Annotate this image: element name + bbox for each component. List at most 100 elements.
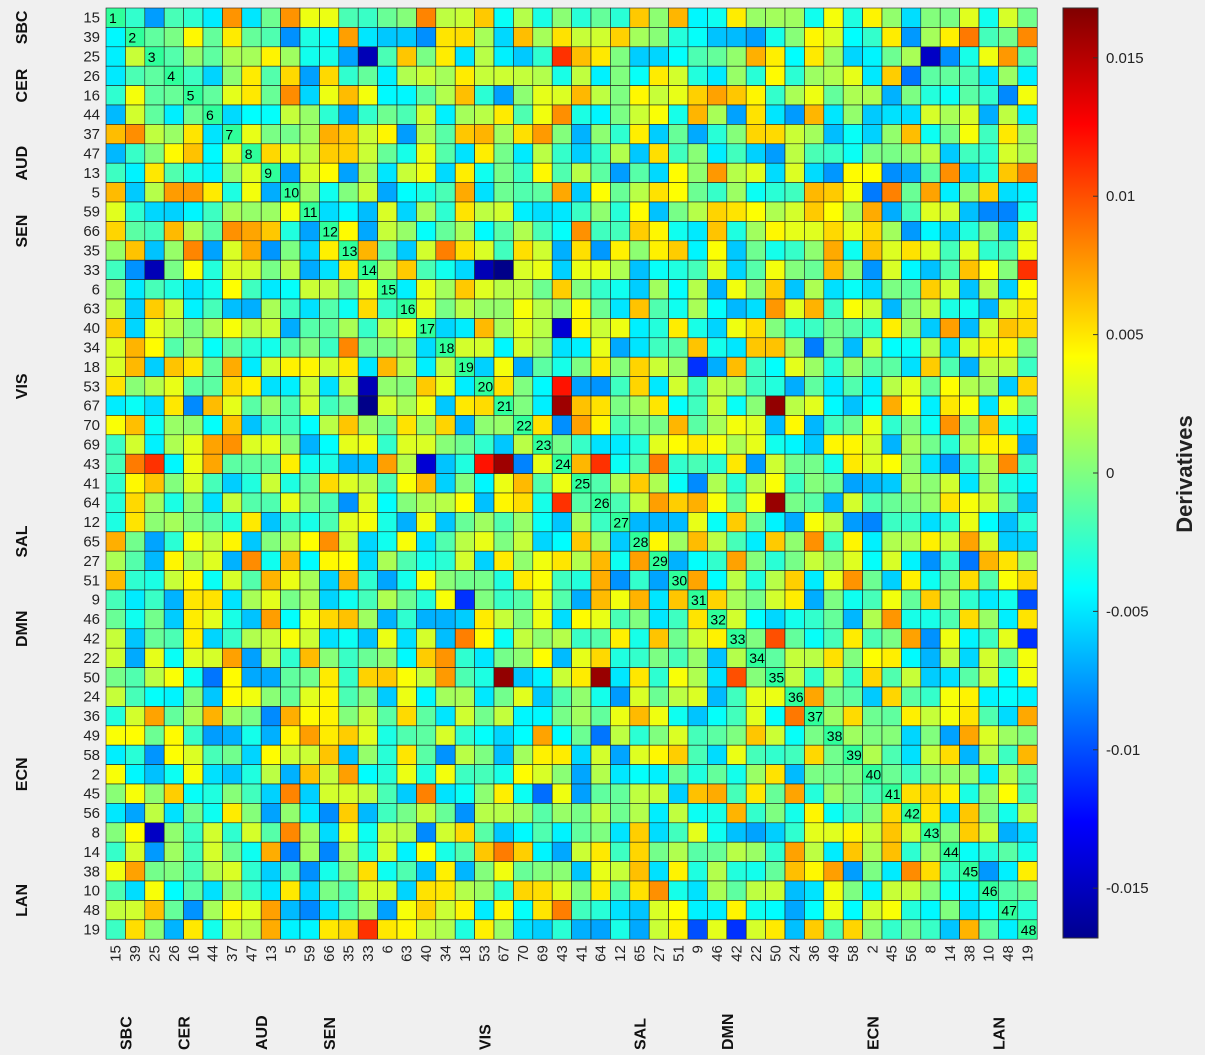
heatmap-cell	[590, 415, 611, 436]
heatmap-cell	[454, 453, 475, 474]
heatmap-cell	[610, 570, 631, 591]
heatmap-cell	[804, 124, 825, 145]
heatmap-cell	[804, 589, 825, 610]
heatmap-cell	[377, 85, 398, 106]
heatmap-cell	[377, 725, 398, 746]
heatmap-cell	[804, 434, 825, 455]
heatmap-cell	[590, 182, 611, 203]
heatmap-cell	[842, 143, 863, 164]
heatmap-cell	[590, 473, 611, 494]
heatmap-cell	[435, 473, 456, 494]
heatmap-cell	[338, 221, 359, 242]
heatmap-cell	[901, 240, 922, 261]
heatmap-cell	[338, 492, 359, 513]
heatmap-cell	[901, 337, 922, 358]
heatmap-cell	[474, 337, 495, 358]
heatmap-cell	[241, 46, 262, 67]
x-tick-label: 69	[535, 945, 552, 962]
heatmap-cell	[998, 550, 1019, 571]
heatmap-cell	[978, 46, 999, 67]
heatmap-cell	[610, 744, 631, 765]
heatmap-cell	[454, 85, 475, 106]
heatmap-cell	[551, 259, 572, 280]
heatmap-cell	[610, 647, 631, 668]
heatmap-cell	[125, 415, 146, 436]
heatmap-cell	[493, 376, 514, 397]
diagonal-label: 3	[148, 49, 156, 65]
heatmap-cell	[804, 162, 825, 183]
heatmap-cell	[105, 259, 126, 280]
heatmap-cell	[881, 531, 902, 552]
heatmap-cell	[532, 395, 553, 416]
heatmap-cell	[707, 686, 728, 707]
heatmap-cell	[319, 453, 340, 474]
heatmap-cell	[338, 434, 359, 455]
heatmap-cell	[163, 124, 184, 145]
heatmap-cell	[396, 822, 417, 843]
heatmap-cell	[551, 240, 572, 261]
heatmap-cell	[338, 298, 359, 319]
heatmap-cell	[590, 453, 611, 474]
heatmap-cell	[319, 686, 340, 707]
y-tick-label: 22	[83, 650, 100, 667]
heatmap-cell	[319, 803, 340, 824]
heatmap-cell	[629, 570, 650, 591]
heatmap-cell	[920, 415, 941, 436]
heatmap-cell	[260, 240, 281, 261]
heatmap-cell	[435, 861, 456, 882]
heatmap-cell	[765, 162, 786, 183]
heatmap-cell	[416, 473, 437, 494]
heatmap-cell	[707, 415, 728, 436]
diagonal-label: 20	[478, 379, 494, 395]
heatmap-cell	[901, 647, 922, 668]
x-tick-label: 38	[961, 945, 978, 962]
heatmap-cell	[551, 337, 572, 358]
heatmap-cell	[454, 609, 475, 630]
heatmap-cell	[319, 531, 340, 552]
heatmap-cell	[396, 453, 417, 474]
heatmap-cell	[435, 453, 456, 474]
heatmap-cell	[357, 900, 378, 921]
heatmap-cell	[804, 201, 825, 222]
heatmap-cell	[532, 85, 553, 106]
heatmap-cell	[532, 376, 553, 397]
heatmap-cell	[881, 143, 902, 164]
heatmap-cell	[338, 764, 359, 785]
colorbar-tick-label: -0.005	[1106, 603, 1149, 620]
heatmap-cell	[610, 46, 631, 67]
heatmap-cell	[862, 725, 883, 746]
diagonal-label: 19	[458, 359, 474, 375]
heatmap-cell	[474, 85, 495, 106]
heatmap-cell	[842, 570, 863, 591]
heatmap-cell	[144, 609, 165, 630]
heatmap-cell	[726, 803, 747, 824]
heatmap-cell	[551, 124, 572, 145]
heatmap-cell	[183, 531, 204, 552]
heatmap-cell	[668, 415, 689, 436]
heatmap-cell	[551, 85, 572, 106]
heatmap-cell	[105, 434, 126, 455]
heatmap-cell	[105, 143, 126, 164]
heatmap-cell	[978, 453, 999, 474]
heatmap-cell	[920, 706, 941, 727]
heatmap-cell	[241, 803, 262, 824]
heatmap-cell	[959, 803, 980, 824]
heatmap-cell	[707, 182, 728, 203]
heatmap-cell	[920, 686, 941, 707]
heatmap-cell	[920, 919, 941, 940]
heatmap-cell	[978, 221, 999, 242]
heatmap-cell	[377, 356, 398, 377]
heatmap-cell	[998, 376, 1019, 397]
heatmap-cell	[377, 259, 398, 280]
y-tick-label: 27	[83, 553, 100, 570]
heatmap-cell	[1017, 298, 1038, 319]
heatmap-cell	[105, 531, 126, 552]
heatmap-cell	[707, 453, 728, 474]
heatmap-cell	[959, 104, 980, 125]
heatmap-cell	[823, 919, 844, 940]
heatmap-cell	[648, 356, 669, 377]
heatmap-cell	[590, 46, 611, 67]
heatmap-cell	[222, 182, 243, 203]
heatmap-cell	[396, 46, 417, 67]
heatmap-cell	[125, 395, 146, 416]
